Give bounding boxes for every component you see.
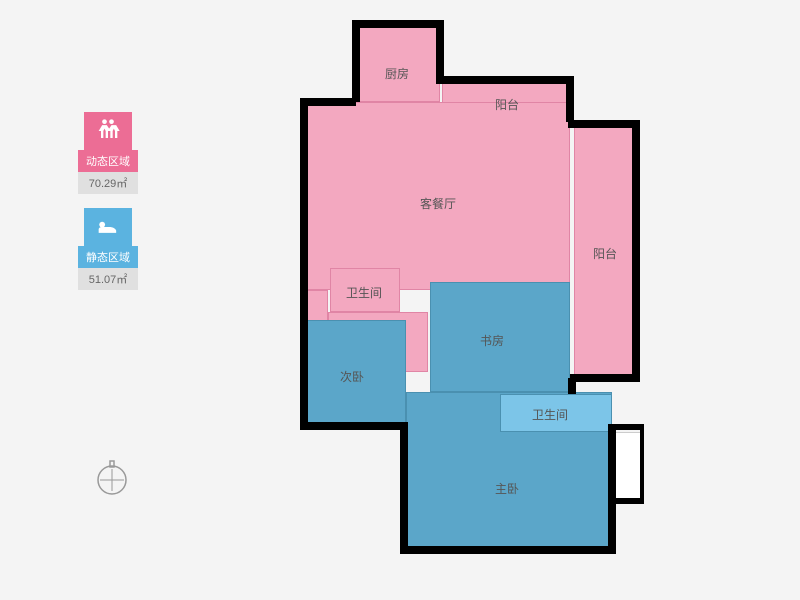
- legend-dynamic-value: 70.29㎡: [78, 172, 138, 194]
- room-kitchen: [355, 20, 440, 102]
- room-label-bedroom2: 次卧: [340, 368, 364, 385]
- compass-icon: [90, 455, 134, 504]
- wall-1: [352, 20, 360, 102]
- wall-5: [300, 98, 356, 106]
- wall-9: [570, 374, 636, 382]
- wall-0: [352, 20, 442, 28]
- room-label-study: 书房: [480, 332, 504, 349]
- wall-2: [436, 20, 444, 82]
- wall-13: [608, 424, 616, 552]
- wall-11: [400, 422, 408, 554]
- wall-15: [608, 498, 644, 504]
- floorplan: 厨房阳台客餐厅阳台卫生间次卧书房卫生间主卧: [300, 20, 710, 560]
- wall-17: [568, 378, 576, 394]
- room-label-bath1: 卫生间: [346, 284, 382, 301]
- sleep-icon: [84, 208, 132, 246]
- wall-4: [566, 76, 574, 122]
- wall-7: [568, 120, 640, 128]
- room-label-balcony1: 阳台: [495, 96, 519, 113]
- legend-dynamic: 动态区域 70.29㎡: [78, 112, 138, 194]
- wall-12: [400, 546, 616, 554]
- room-label-bath2: 卫生间: [532, 406, 568, 423]
- room-label-living: 客餐厅: [420, 195, 456, 212]
- legend-static-label: 静态区域: [78, 246, 138, 268]
- wall-14: [608, 424, 644, 430]
- legend-static-value: 51.07㎡: [78, 268, 138, 290]
- room-label-balcony2: 阳台: [593, 245, 617, 262]
- wall-8: [632, 120, 640, 382]
- wall-10: [300, 422, 408, 430]
- room-label-master: 主卧: [495, 480, 519, 497]
- wall-6: [300, 98, 308, 428]
- wall-16: [640, 424, 644, 502]
- legend-static: 静态区域 51.07㎡: [78, 208, 138, 290]
- people-icon: [84, 112, 132, 150]
- legend-dynamic-label: 动态区域: [78, 150, 138, 172]
- room-label-kitchen: 厨房: [385, 65, 409, 82]
- wall-3: [436, 76, 572, 84]
- room-balcony3: [614, 432, 642, 500]
